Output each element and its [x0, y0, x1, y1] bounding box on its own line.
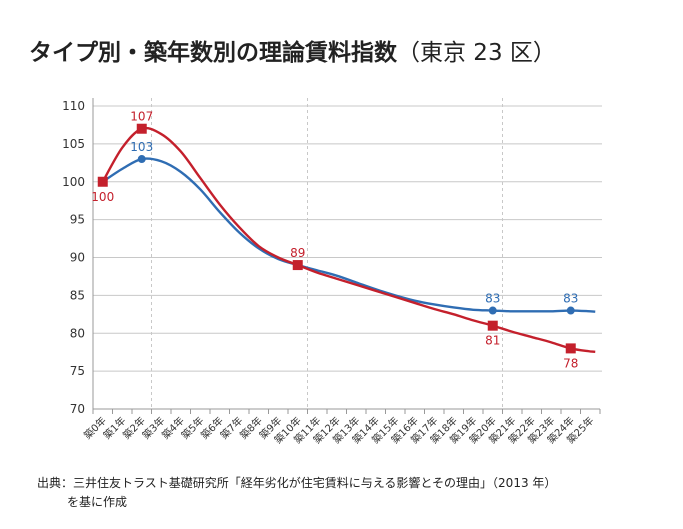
marker-red	[136, 123, 147, 134]
y-tick-label: 80	[70, 326, 85, 340]
data-label-blue: 83	[485, 292, 500, 306]
marker-red	[487, 320, 498, 331]
y-tick-label: 105	[62, 137, 85, 151]
chart-title: タイプ別・築年数別の理論賃料指数（東京 23 区）	[29, 33, 556, 67]
marker-red	[97, 176, 108, 187]
title-suffix: （東京 23 区）	[397, 40, 556, 66]
data-label-blue: 103	[130, 140, 153, 154]
series-line-red	[101, 126, 596, 354]
data-label-red: 81	[485, 334, 500, 348]
marker-red	[565, 343, 576, 354]
marker-blue	[137, 155, 146, 164]
source-line-2: を基に作成	[67, 495, 128, 509]
data-label-red: 89	[290, 246, 305, 260]
data-label-red: 107	[130, 110, 153, 124]
y-tick-label: 75	[70, 364, 85, 378]
marker-blue	[566, 306, 575, 315]
y-tick-label: 90	[70, 251, 85, 265]
source-note: 出典：三井住友トラスト基礎研究所「経年劣化が住宅賃料に与える影響とその理由」（2…	[37, 474, 556, 512]
marker-red	[292, 260, 303, 271]
y-tick-label: 70	[70, 402, 85, 416]
data-label-blue: 83	[563, 292, 578, 306]
marker-blue	[488, 306, 497, 315]
data-label-red: 100	[91, 190, 114, 204]
title-main: タイプ別・築年数別の理論賃料指数	[29, 40, 397, 66]
y-tick-label: 85	[70, 288, 85, 302]
y-tick-label: 110	[62, 99, 85, 113]
data-label-red: 78	[563, 356, 578, 370]
series-line-blue	[102, 157, 596, 313]
y-tick-label: 95	[70, 213, 85, 227]
source-line-1: 出典：三井住友トラスト基礎研究所「経年劣化が住宅賃料に与える影響とその理由」（2…	[37, 476, 557, 490]
y-tick-label: 100	[62, 175, 85, 189]
